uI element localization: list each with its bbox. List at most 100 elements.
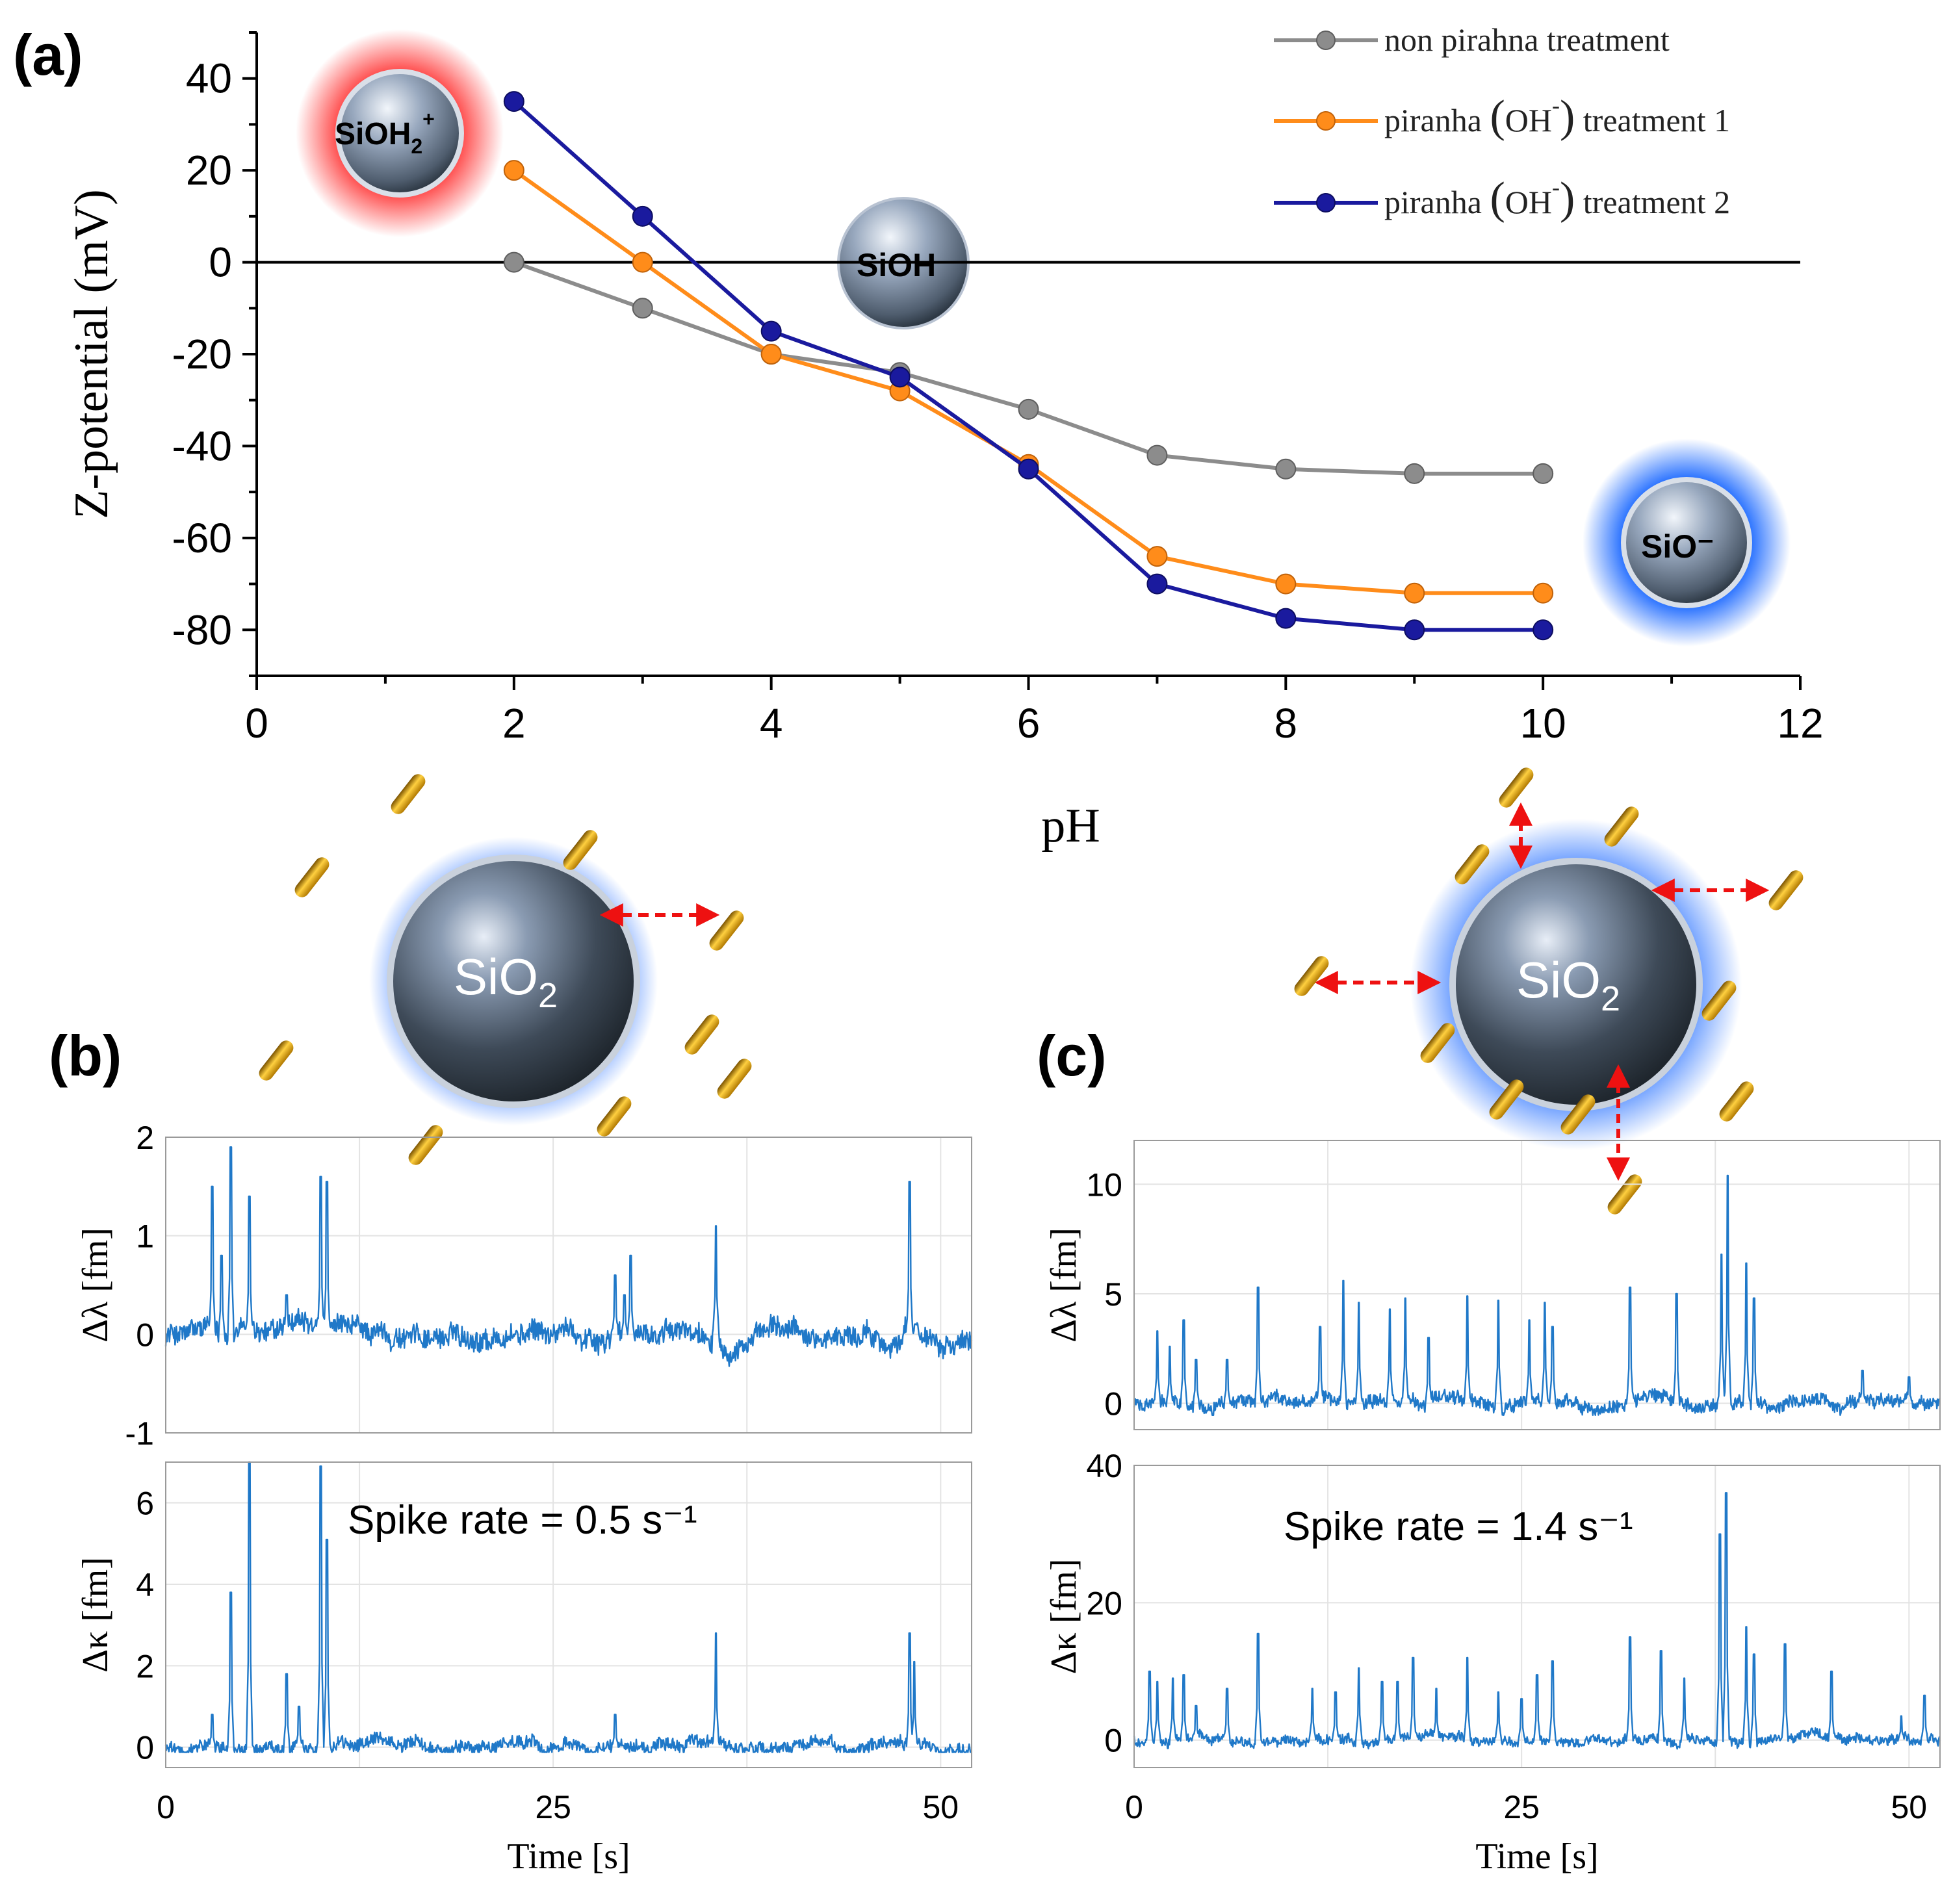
ts-y-tick-label: 40 — [1086, 1448, 1122, 1484]
series-point-2 — [1404, 582, 1425, 604]
series-point-1 — [503, 251, 524, 273]
plot-frame — [165, 1461, 972, 1768]
zeta-potential-chart: SiOH2+ SiOH SiO⁻ 0 2 4 6 8 10 12 -80 -60 -40 -20 0 2… — [65, 21, 1824, 853]
ts-y-tick-label: 0 — [136, 1730, 154, 1766]
legend-item-1: non pirahna treatment — [1384, 21, 1670, 58]
ts-x-tick-label: 0 — [1125, 1789, 1143, 1825]
ts-y-tick-label: 0 — [1104, 1723, 1122, 1759]
legend-marker-3 — [1316, 193, 1336, 212]
series-point-3 — [889, 367, 911, 388]
series-point-2 — [1533, 582, 1554, 604]
analyte-rod — [1455, 844, 1490, 884]
analyte-rod — [1499, 767, 1534, 808]
series-point-3 — [1275, 608, 1297, 629]
y-tick-label: 40 — [186, 55, 232, 102]
ts-x-axis-title: Time [s] — [507, 1836, 630, 1877]
trace-line — [1133, 1174, 1941, 1417]
series-point-2 — [503, 160, 524, 181]
analyte-rod — [1701, 981, 1737, 1021]
x-tick-label: 6 — [1017, 700, 1041, 747]
sioh2-label: SiOH2+ — [335, 107, 435, 158]
y-tick-label: 20 — [186, 147, 232, 194]
series-point-1 — [1404, 463, 1425, 484]
sio2-particle-left — [387, 855, 640, 1108]
y-tick-label: 0 — [209, 239, 232, 286]
ts-y-axis-title: Δλ [fm] — [75, 1228, 116, 1343]
plot-frame — [165, 1137, 972, 1434]
series-line-3 — [512, 99, 1544, 632]
ts-x-axis-title: Time [s] — [1475, 1836, 1598, 1877]
ts-y-tick-label: 20 — [1086, 1585, 1122, 1621]
ts-y-axis-title: Δκ [fm] — [1044, 1559, 1084, 1675]
series-point-3 — [1018, 458, 1039, 480]
analyte-rod — [1294, 956, 1329, 996]
series-point-2 — [632, 251, 653, 273]
sioh2-sphere — [335, 69, 464, 198]
ts-y-tick-label: 5 — [1104, 1276, 1122, 1313]
legend-marker-1 — [1316, 31, 1336, 50]
ts-y-tick-label: 2 — [136, 1648, 154, 1684]
particle-illustration-high-density: SiO2 — [1314, 802, 1770, 1181]
ts-x-tick-label: 25 — [1503, 1789, 1540, 1825]
x-tick-label: 10 — [1520, 700, 1566, 747]
analyte-rod — [717, 1059, 752, 1099]
y-axis-title: Z-potential (mV) — [65, 189, 118, 519]
y-tick-label: -60 — [172, 515, 233, 561]
sio-minus-label: SiO⁻ — [1641, 528, 1714, 565]
y-tick-label: -40 — [172, 422, 233, 469]
ts-y-tick-label: 0 — [136, 1317, 154, 1353]
analyte-rod — [294, 857, 330, 897]
analyte-rod — [684, 1014, 719, 1055]
x-tick-label: 0 — [245, 700, 268, 747]
analyte-rod — [709, 910, 744, 951]
ts-x-tick-label: 50 — [1891, 1789, 1927, 1825]
particle-illustration-low-density: SiO2 — [369, 837, 720, 1126]
analyte-rod — [408, 1125, 443, 1165]
zeta-axes: 0 2 4 6 8 10 12 -80 -60 -40 -20 0 20 40 pH Z-potential … — [65, 31, 1824, 853]
plot-frame — [1133, 1140, 1941, 1430]
series-point-3 — [632, 205, 653, 227]
series-point-1 — [1146, 444, 1168, 466]
x-tick-label: 12 — [1777, 700, 1823, 747]
series-line-1 — [513, 260, 1544, 476]
series-point-3 — [503, 91, 524, 112]
analyte-rod — [1489, 1079, 1524, 1120]
ts-y-tick-label: 0 — [1104, 1386, 1122, 1422]
y-tick-label: -80 — [172, 606, 233, 653]
series-point-3 — [760, 320, 782, 342]
ts-y-tick-label: 10 — [1086, 1166, 1122, 1203]
x-tick-label: 8 — [1274, 700, 1298, 747]
ts-y-tick-label: -1 — [125, 1415, 154, 1452]
analyte-rod — [1768, 870, 1804, 910]
sio2-label-right: SiO2 — [1516, 951, 1620, 1018]
analyte-rod — [1560, 1094, 1596, 1135]
analyte-rod — [597, 1096, 632, 1137]
trace-line — [1133, 1492, 1941, 1750]
analyte-rod — [1607, 1174, 1642, 1215]
ts-y-tick-label: 2 — [136, 1120, 154, 1156]
legend-item-2: piranha (OH-) treatment 1 — [1384, 92, 1730, 142]
series-point-2 — [1146, 546, 1168, 567]
x-axis-title: pH — [1041, 799, 1100, 853]
series-point-1 — [1275, 458, 1297, 480]
sio-minus-sphere — [1621, 477, 1752, 608]
series-point-1 — [1018, 398, 1039, 420]
y-tick-label: -20 — [172, 331, 233, 378]
series-point-3 — [1533, 619, 1554, 641]
ts-x-tick-label: 50 — [922, 1789, 959, 1825]
panel-b-letter: (b) — [49, 1023, 122, 1088]
panel-a-letter: (a) — [13, 23, 83, 87]
series-point-3 — [1146, 573, 1168, 595]
ts-x-tick-label: 25 — [535, 1789, 571, 1825]
trace-line — [164, 1461, 972, 1753]
panel-c-letter: (c) — [1037, 1023, 1107, 1088]
analyte-rod — [1719, 1081, 1754, 1122]
series-point-1 — [632, 298, 653, 319]
trace-line — [164, 1146, 973, 1367]
x-tick-label: 2 — [502, 700, 526, 747]
analyte-rod — [391, 774, 426, 814]
legend-item-3: piranha (OH-) treatment 2 — [1384, 174, 1730, 224]
analyte-rods-left — [259, 774, 752, 1165]
